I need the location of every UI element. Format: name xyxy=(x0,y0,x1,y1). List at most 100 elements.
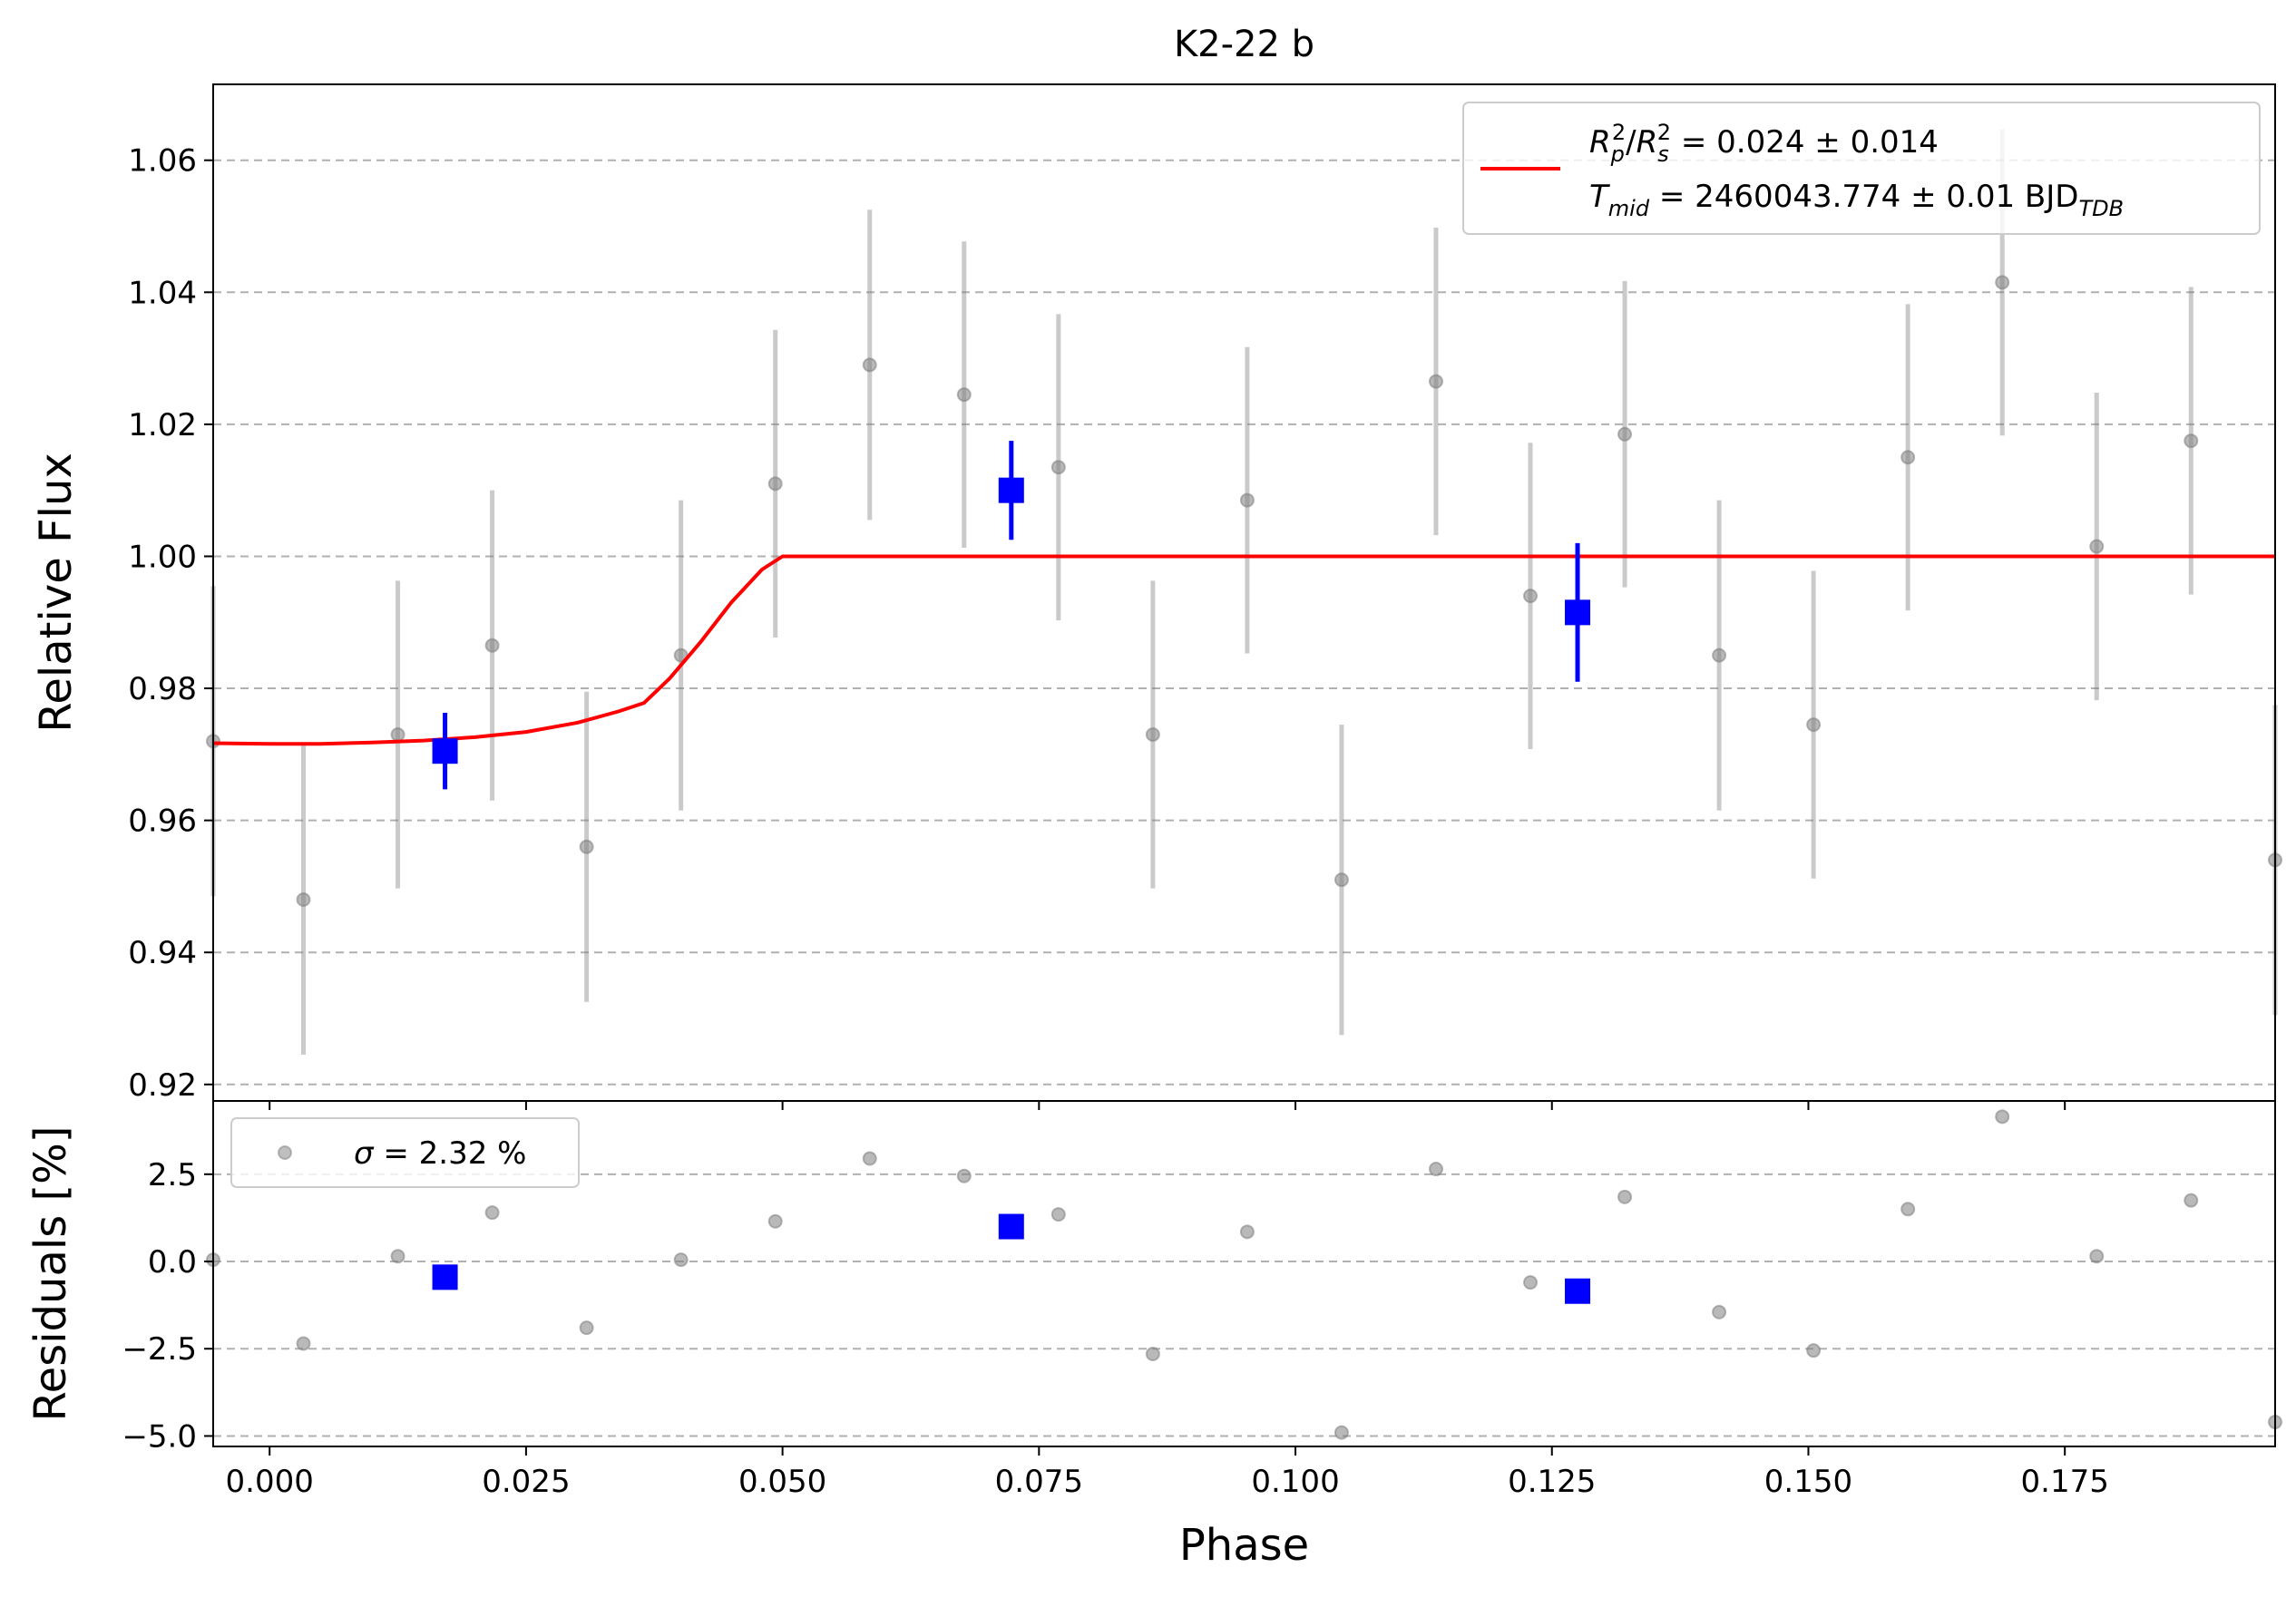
x-tick-label: 0.050 xyxy=(738,1464,826,1500)
raw-point xyxy=(579,839,594,854)
residual-point xyxy=(1995,1109,2010,1125)
raw-point xyxy=(1712,648,1727,663)
raw-point xyxy=(956,387,972,403)
legend-sup-2: 2 xyxy=(1657,120,1671,145)
residual-point xyxy=(1806,1343,1822,1358)
residual-point xyxy=(956,1168,972,1183)
raw-point xyxy=(2089,539,2105,554)
main-binned xyxy=(432,441,1591,790)
legend-sup-1: 2 xyxy=(1612,120,1626,145)
residual-point xyxy=(862,1151,877,1166)
raw-point xyxy=(296,891,311,907)
residual-point xyxy=(2184,1193,2199,1208)
residual-y-axis-label: Residuals [%] xyxy=(25,1125,76,1421)
residual-point xyxy=(390,1249,405,1264)
residual-point xyxy=(1239,1224,1255,1240)
residual-binned xyxy=(432,1213,1591,1304)
raw-point xyxy=(767,476,783,492)
binned-point xyxy=(998,477,1024,503)
main-model xyxy=(212,554,2275,746)
raw-point xyxy=(1806,717,1822,733)
binned-point xyxy=(1565,599,1591,626)
main-y-tick-label: 1.06 xyxy=(128,143,197,180)
residual-legend: σ = 2.32 % xyxy=(230,1117,580,1188)
residual-point xyxy=(2089,1249,2105,1264)
raw-point xyxy=(1428,374,1443,389)
x-tick-label: 0.075 xyxy=(995,1464,1083,1500)
main-y-tick-label: 1.04 xyxy=(128,275,197,311)
main-legend: Rp2/Rs2 = 0.024 ± 0.014 Tmid = 2460043.7… xyxy=(1462,102,2261,235)
residual-y-tick-label: −5.0 xyxy=(122,1418,197,1455)
main-y-tick-label: 1.02 xyxy=(128,407,197,443)
x-tick-label: 0.100 xyxy=(1251,1464,1339,1500)
residual-point xyxy=(484,1205,500,1221)
x-tick-label: 0.000 xyxy=(226,1464,314,1500)
raw-point xyxy=(1050,460,1066,475)
binned-point xyxy=(432,738,458,764)
main-y-tick-label: 0.92 xyxy=(128,1067,197,1104)
binned-residual-point xyxy=(1565,1278,1591,1304)
residual-point xyxy=(1145,1347,1160,1362)
main-y-ticks: 0.92 0.94 0.96 0.98 1.00 1.02 1.04 1.06 xyxy=(128,143,213,1104)
main-y-tick-label: 0.94 xyxy=(128,935,197,971)
residual-y-tick-label: 2.5 xyxy=(148,1157,197,1193)
model-light-curve xyxy=(212,554,2275,746)
residual-point xyxy=(1334,1425,1349,1440)
chart-title: K2-22 b xyxy=(1174,24,1314,65)
residual-point xyxy=(1900,1202,1916,1217)
legend-sym-t: T xyxy=(1589,179,1610,215)
raw-point xyxy=(1523,589,1539,604)
legend-rest-2: = 2460043.774 ± 0.01 BJD xyxy=(1649,179,2078,215)
raw-point xyxy=(1239,492,1255,508)
raw-point xyxy=(862,357,877,373)
residual-point xyxy=(673,1252,689,1268)
residual-legend-text-sigma: σ = 2.32 % xyxy=(354,1135,526,1172)
residual-point xyxy=(1050,1207,1066,1222)
raw-point xyxy=(1900,450,1916,465)
legend-rest-1: = 0.024 ± 0.014 xyxy=(1671,124,1939,161)
x-tick-label: 0.025 xyxy=(482,1464,570,1500)
binned-residual-point xyxy=(432,1264,458,1290)
main-points xyxy=(206,275,2282,907)
x-tick-label: 0.175 xyxy=(2021,1464,2109,1500)
raw-point xyxy=(1995,275,2010,290)
x-axis-label: Phase xyxy=(1179,1520,1309,1571)
residual-legend-box xyxy=(230,1117,580,1188)
raw-point xyxy=(1334,872,1349,888)
residual-legend-marker xyxy=(278,1145,292,1160)
residual-point xyxy=(1712,1304,1727,1319)
legend-sub-mid: mid xyxy=(1608,196,1650,221)
legend-slash: / xyxy=(1626,124,1637,161)
legend-sym-rs: R xyxy=(1637,124,1658,161)
x-tick-label: 0.125 xyxy=(1508,1464,1596,1500)
residual-plot-frame xyxy=(212,1100,2276,1447)
legend-sym-sigma: σ xyxy=(354,1135,375,1172)
residual-point xyxy=(767,1213,783,1229)
raw-point xyxy=(2184,433,2199,449)
residual-point xyxy=(296,1336,311,1351)
residual-y-ticks: −5.0 −2.5 0.0 2.5 xyxy=(122,1157,213,1455)
main-x-ticks xyxy=(269,1101,2066,1110)
residual-point xyxy=(1617,1189,1633,1204)
main-y-tick-label: 0.98 xyxy=(128,671,197,707)
raw-point xyxy=(484,638,500,653)
legend-sigma-rest: = 2.32 % xyxy=(374,1135,527,1172)
main-y-tick-label: 1.00 xyxy=(128,539,197,575)
residual-y-tick-label: −2.5 xyxy=(122,1331,197,1368)
main-y-axis-label: Relative Flux xyxy=(31,453,82,733)
x-tick-label: 0.150 xyxy=(1764,1464,1852,1500)
residual-x-ticks: 0.000 0.025 0.050 0.075 0.100 0.125 0.150 0.175 xyxy=(226,1446,2109,1500)
legend-sub-p: p xyxy=(1610,141,1625,167)
legend-sym-rp: R xyxy=(1589,124,1611,161)
main-legend-box xyxy=(1462,102,2261,235)
residual-point xyxy=(1428,1162,1443,1177)
main-legend-text-radius-ratio: Rp2/Rs2 = 0.024 ± 0.014 xyxy=(1589,120,1939,167)
main-legend-text-tmid: Tmid = 2460043.774 ± 0.01 BJDTDB xyxy=(1589,179,2124,221)
legend-sub-tdb: TDB xyxy=(2078,196,2124,221)
raw-point xyxy=(390,727,405,743)
residual-y-tick-label: 0.0 xyxy=(148,1244,197,1281)
binned-residual-point xyxy=(998,1213,1024,1240)
raw-point xyxy=(1617,426,1633,442)
